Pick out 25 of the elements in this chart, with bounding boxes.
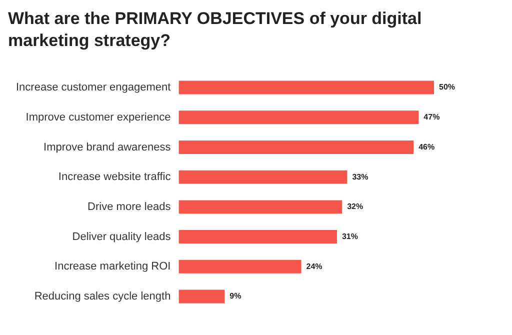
bar [178,80,434,94]
chart-title: What are the PRIMARY OBJECTIVES of your digital marketing strategy? [8,8,423,52]
bar [178,200,342,214]
y-tick-label: Improve customer experience [26,111,171,124]
y-tick-label: Increase website traffic [58,171,172,184]
y-tick-label: Reducing sales cycle length [34,290,171,303]
y-tick-label: Increase customer engagement [16,82,171,94]
data-label: 50% [439,82,456,92]
data-label: 31% [342,232,358,241]
data-label: 9% [230,292,242,301]
data-label: 24% [306,262,322,271]
y-tick-label: Improve brand awareness [44,141,172,154]
data-label: 46% [418,142,435,152]
y-tick-label: Increase marketing ROI [54,260,171,273]
data-label: 47% [424,112,440,122]
data-label: 33% [352,172,368,182]
bar [178,230,337,244]
y-tick-label: Deliver quality leads [72,230,172,243]
bar [178,140,414,154]
y-tick-label: Drive more leads [88,200,172,213]
data-label: 32% [347,202,364,212]
bar [178,170,348,184]
bar [178,110,419,124]
bar [178,290,225,304]
bar [178,260,302,274]
